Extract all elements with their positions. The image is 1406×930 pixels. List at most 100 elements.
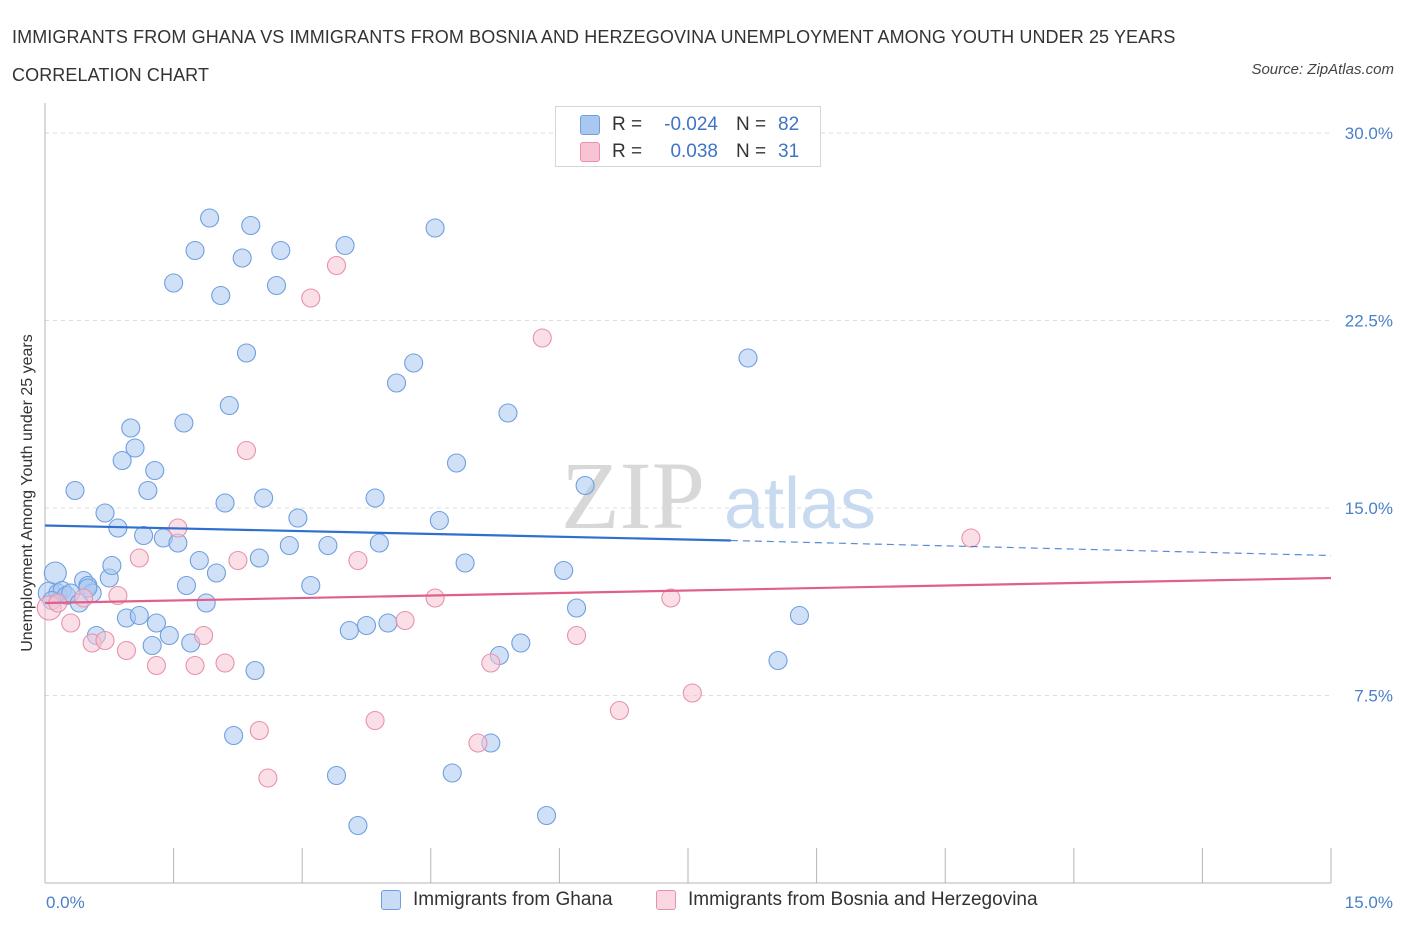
- legend-n-label: N =: [736, 114, 767, 135]
- bosnia-point: [215, 653, 235, 673]
- ghana-point: [404, 353, 424, 373]
- bosnia-point: [961, 528, 981, 548]
- legend-row-ghana: R = -0.024 N = 82: [580, 113, 808, 137]
- bottom-legend-ghana: Immigrants from Ghana: [381, 889, 613, 911]
- legend-swatch-bosnia: [580, 142, 600, 162]
- bosnia-point: [566, 625, 587, 646]
- ghana-trend-line: [44, 524, 731, 542]
- ghana-point: [554, 560, 574, 581]
- ghana-point: [65, 480, 85, 501]
- bosnia-point: [661, 588, 681, 608]
- axes-layer: [44, 103, 1332, 884]
- legend-n-value: 31: [778, 141, 800, 162]
- x-tick-label: 0.0%: [46, 893, 85, 912]
- ghana-point: [206, 563, 227, 583]
- bosnia-point: [194, 625, 214, 646]
- ghana-point: [196, 593, 216, 613]
- ghana-point: [446, 453, 467, 473]
- ghana-point: [185, 240, 205, 261]
- bottom-legend-label: Immigrants from Ghana: [413, 889, 613, 910]
- ghana-point: [369, 533, 389, 553]
- points-layer: [36, 208, 981, 836]
- ghana-point: [429, 510, 449, 531]
- bosnia-trend-line: [44, 576, 1332, 605]
- ghana-point: [43, 561, 67, 585]
- legend-row-bosnia: R = 0.038 N = 31: [580, 140, 808, 164]
- bosnia-point: [258, 768, 278, 788]
- ghana-point: [378, 613, 398, 633]
- bosnia-point: [185, 655, 205, 676]
- source-label: Source: ZipAtlas.com: [1251, 61, 1394, 78]
- bosnia-point: [481, 653, 501, 673]
- ghana-point: [455, 553, 475, 573]
- legend-r-value: -0.024: [664, 114, 718, 135]
- ghana-point: [318, 535, 338, 556]
- ghana-point: [249, 548, 269, 568]
- ghana-point: [189, 550, 209, 571]
- ghana-point: [386, 373, 407, 393]
- ghana-point: [200, 208, 220, 228]
- bosnia-point: [108, 585, 128, 606]
- y-tick-label: 22.5%: [1345, 312, 1393, 331]
- y-axis-label: Unemployment Among Youth under 25 years: [19, 334, 36, 652]
- ghana-point: [138, 480, 158, 501]
- ghana-point: [215, 493, 235, 513]
- bosnia-point: [61, 613, 81, 633]
- bosnia-point: [682, 683, 702, 703]
- bosnia-point: [236, 440, 257, 461]
- bosnia-point: [95, 630, 115, 651]
- legend: R = -0.024 N = 82 R = 0.038 N = 31: [555, 106, 821, 167]
- ghana-point: [425, 218, 445, 238]
- ghana-point: [356, 615, 377, 636]
- bosnia-point: [326, 255, 347, 276]
- ghana-point: [134, 525, 154, 546]
- chart-title: IMMIGRANTS FROM GHANA VS IMMIGRANTS FROM…: [12, 27, 1176, 85]
- bosnia-point: [468, 733, 488, 753]
- ghana-point: [164, 273, 184, 293]
- ghana-point: [176, 575, 197, 596]
- ghana-point: [335, 235, 355, 256]
- ghana-point: [498, 403, 518, 423]
- watermark-atlas: atlas: [724, 464, 876, 544]
- ghana-point: [511, 633, 531, 653]
- ghana-trend-extension: [730, 539, 1332, 557]
- ghana-point: [245, 660, 265, 681]
- tick-labels: 7.5% 15.0% 22.5% 30.0% 0.0% 15.0%: [46, 124, 1393, 912]
- bosnia-point: [74, 588, 94, 608]
- watermark-zip: ZIP: [561, 442, 705, 549]
- bosnia-point: [249, 720, 269, 741]
- ghana-point: [121, 418, 141, 438]
- legend-r-value: 0.038: [670, 141, 718, 162]
- y-tick-label: 15.0%: [1345, 499, 1393, 518]
- ghana-point: [326, 765, 347, 786]
- bosnia-point: [129, 548, 149, 568]
- bosnia-point: [301, 288, 321, 308]
- ghana-point: [232, 248, 252, 268]
- ghana-point: [145, 460, 165, 481]
- ghana-point: [301, 575, 321, 596]
- ghana-point: [339, 620, 359, 641]
- bosnia-point: [146, 655, 167, 676]
- ghana-point: [142, 635, 162, 656]
- ghana-point: [271, 240, 291, 261]
- x-tick-label: 15.0%: [1345, 893, 1393, 912]
- ghana-point: [159, 625, 179, 646]
- grid-layer: [45, 132, 1331, 696]
- bosnia-point: [395, 610, 415, 631]
- ghana-point: [112, 450, 132, 471]
- bosnia-point: [609, 700, 629, 721]
- ghana-point: [129, 605, 149, 626]
- ghana-point: [348, 815, 368, 836]
- bosnia-point: [116, 640, 136, 661]
- ghana-point: [566, 598, 587, 618]
- legend-n-label: N =: [736, 141, 767, 162]
- ghana-point: [174, 413, 194, 433]
- ghana-point: [575, 475, 595, 496]
- bottom-legend-label: Immigrants from Bosnia and Herzegovina: [688, 889, 1038, 910]
- ghana-point: [146, 613, 167, 633]
- bosnia-point: [425, 588, 445, 608]
- ghana-point: [768, 650, 788, 671]
- watermark: ZIP atlas: [561, 442, 876, 549]
- legend-swatch-ghana: [580, 115, 600, 135]
